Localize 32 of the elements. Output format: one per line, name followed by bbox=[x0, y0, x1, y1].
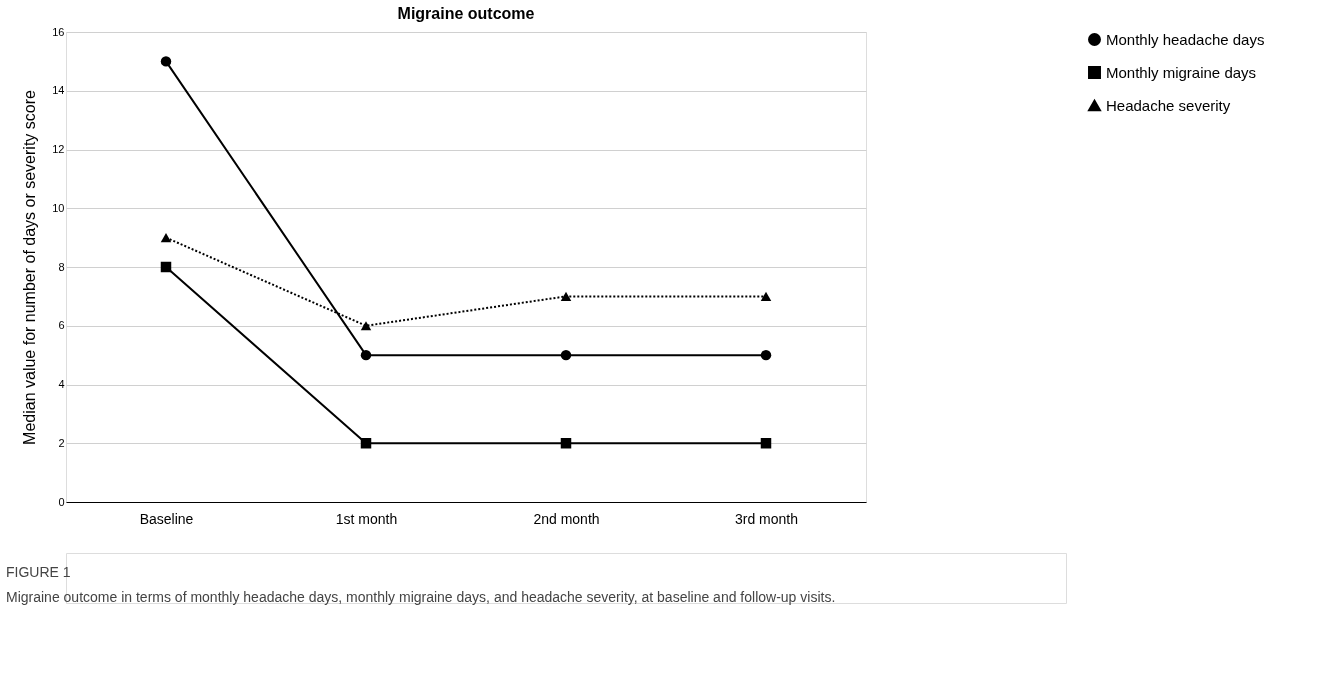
x-tick-label: 2nd month bbox=[533, 510, 600, 527]
point bbox=[360, 438, 372, 449]
text: Migraine outcome in terms of monthly headache days, monthly migraine days, and headache severity, at baseline and follow-up visits. bbox=[6, 588, 836, 605]
point bbox=[160, 233, 172, 243]
point bbox=[160, 56, 172, 67]
point bbox=[360, 321, 372, 331]
y-tick-label: 12 bbox=[52, 143, 65, 155]
y-tick-label: 2 bbox=[58, 436, 65, 449]
point bbox=[560, 438, 572, 449]
y-tick-label: 6 bbox=[58, 319, 65, 332]
point bbox=[560, 349, 572, 361]
chart-title: Migraine outcome bbox=[397, 5, 535, 22]
point bbox=[760, 291, 772, 301]
x-tick-label: 1st month bbox=[335, 510, 398, 527]
y-tick-label: 14 bbox=[52, 84, 65, 97]
point bbox=[760, 349, 772, 361]
y-tick-label: 4 bbox=[58, 378, 65, 390]
legend-label: Monthly migraine days bbox=[1106, 63, 1257, 81]
y-tick-label: 16 bbox=[52, 25, 65, 38]
point bbox=[160, 261, 172, 273]
x-tick-label: Baseline bbox=[139, 510, 194, 527]
caption: FIGURE 1 bbox=[6, 563, 71, 580]
y-tick-label: 8 bbox=[58, 260, 65, 273]
point bbox=[560, 291, 572, 301]
point bbox=[360, 349, 372, 361]
legend-label: Headache severity bbox=[1106, 96, 1231, 114]
x-tick-label: 3rd month bbox=[734, 510, 799, 527]
y-axis-title: Median value for number of days or severity score bbox=[21, 89, 39, 445]
point bbox=[760, 438, 772, 449]
legend-label: Monthly headache days bbox=[1106, 30, 1265, 48]
y-tick-label: 0 bbox=[58, 495, 65, 508]
y-tick-label: 10 bbox=[52, 201, 65, 214]
